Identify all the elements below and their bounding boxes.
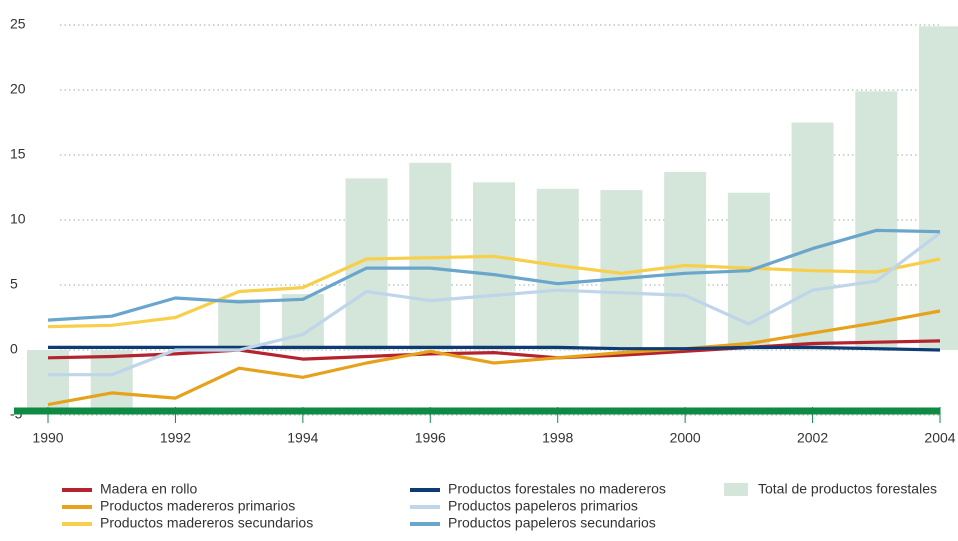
line-series <box>47 254 941 329</box>
line-series <box>48 345 941 352</box>
line-series <box>48 231 941 377</box>
x-tick-label: 2004 <box>924 430 955 446</box>
legend-swatch <box>724 483 748 496</box>
bar <box>536 188 579 350</box>
legend-label: Productos madereros primarios <box>100 498 295 514</box>
x-tick-label: 2002 <box>797 430 828 446</box>
bar <box>919 26 958 351</box>
legend-label: Productos madereros secundarios <box>100 515 313 531</box>
y-tick-label: 25 <box>10 16 26 32</box>
y-tick-label: 0 <box>10 341 18 357</box>
bar <box>473 182 515 350</box>
legend-label: Productos forestales no madereros <box>448 481 666 497</box>
bar <box>855 91 898 351</box>
x-tick-label: 1990 <box>32 430 63 446</box>
y-tick-label: 5 <box>10 276 18 292</box>
legend-label: Productos papeleros primarios <box>448 498 638 514</box>
x-tick-label: 2000 <box>670 430 701 446</box>
y-tick-label: 20 <box>10 81 26 97</box>
y-tick-label: 15 <box>10 146 26 162</box>
legend-label: Productos papeleros secundarios <box>448 515 656 531</box>
x-tick-label: 1994 <box>287 430 318 446</box>
x-tick-label: 1998 <box>542 430 573 446</box>
bar <box>281 294 324 350</box>
x-tick-label: 1996 <box>415 430 446 446</box>
line-series <box>47 339 941 361</box>
legend-label: Madera en rollo <box>100 481 197 497</box>
line-series <box>47 309 941 407</box>
bar <box>791 122 834 350</box>
bar <box>664 171 707 350</box>
bar <box>218 299 261 350</box>
y-tick-label: 10 <box>10 211 26 227</box>
bar <box>90 350 133 412</box>
legend-label: Total de productos forestales <box>758 481 937 497</box>
x-tick-label: 1992 <box>160 430 191 446</box>
line-series <box>47 228 941 322</box>
